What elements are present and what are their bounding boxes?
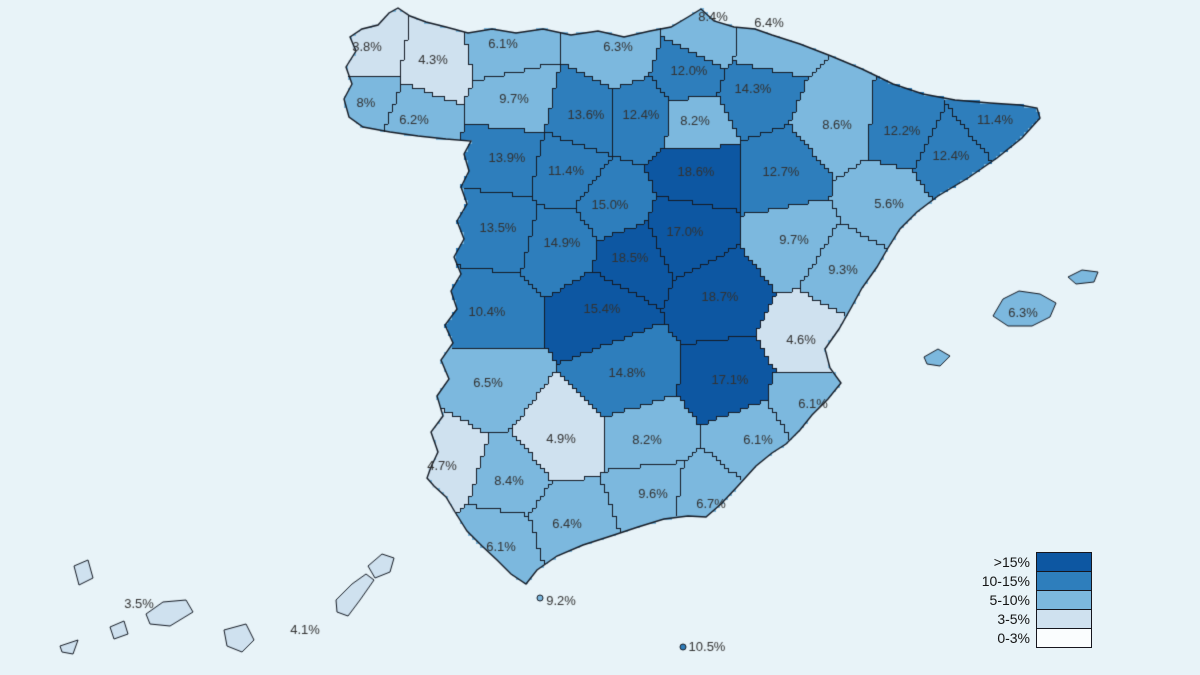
legend-row: 10-15%	[982, 571, 1092, 591]
legend-swatch	[1036, 628, 1092, 648]
map-legend: >15% 10-15% 5-10% 3-5% 0-3%	[982, 552, 1092, 648]
legend-label: >15%	[993, 554, 1030, 570]
legend-label: 0-3%	[997, 630, 1030, 646]
legend-label: 10-15%	[981, 573, 1030, 589]
legend-row: 5-10%	[982, 590, 1092, 610]
legend-swatch	[1036, 552, 1092, 572]
legend-label: 3-5%	[997, 611, 1030, 627]
legend-row: 3-5%	[982, 609, 1092, 629]
legend-swatch	[1036, 571, 1092, 591]
legend-swatch	[1036, 609, 1092, 629]
legend-row: >15%	[982, 552, 1092, 572]
legend-label: 5-10%	[989, 592, 1030, 608]
legend-swatch	[1036, 590, 1092, 610]
legend-row: 0-3%	[982, 628, 1092, 648]
